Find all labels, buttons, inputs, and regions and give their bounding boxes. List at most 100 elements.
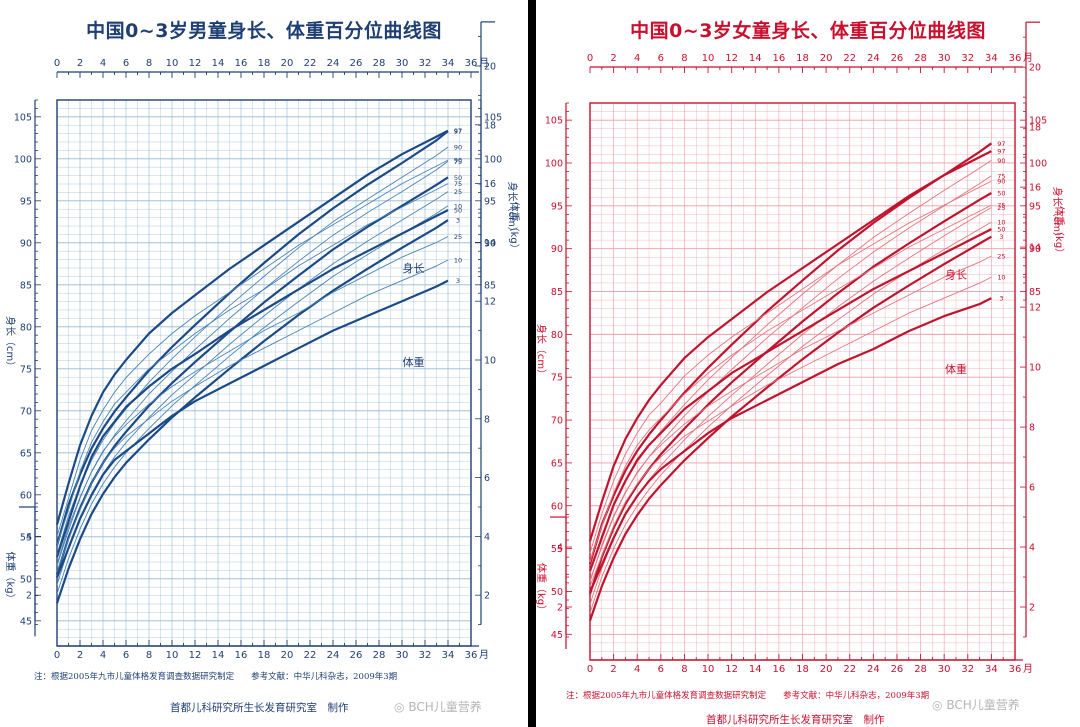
percentile-label-75: 75 bbox=[997, 202, 1005, 210]
right-kg-label: 20 bbox=[1029, 63, 1041, 74]
x-tick-label: 30 bbox=[396, 58, 409, 69]
wechat-icon: ◎ bbox=[394, 700, 405, 714]
weight-curve-p3 bbox=[55, 279, 449, 579]
left-weight-axis-title: 体重（kg） bbox=[4, 551, 17, 603]
x-tick-label: 12 bbox=[189, 58, 202, 69]
weight-curve-p75 bbox=[589, 204, 992, 563]
left-cm-label: 85 bbox=[20, 280, 32, 291]
x-tick-label: 30 bbox=[938, 53, 951, 64]
weight-curve-label: 体重 bbox=[403, 355, 425, 369]
percentile-label-90: 90 bbox=[454, 144, 462, 152]
right-cm-label: 95 bbox=[484, 196, 496, 207]
weight-curve-p90 bbox=[56, 159, 449, 537]
x-tick-label: 24 bbox=[867, 53, 880, 64]
weight-curve-p25 bbox=[589, 255, 992, 581]
x-tick-label: 26 bbox=[891, 664, 904, 675]
x-tick-label: 6 bbox=[123, 58, 129, 69]
right-kg-label: 8 bbox=[1029, 423, 1035, 434]
length-curve-p50 bbox=[588, 192, 992, 595]
left-cm-label: 60 bbox=[551, 501, 563, 512]
right-kg-label: 6 bbox=[484, 473, 490, 484]
x-tick-label: 4 bbox=[634, 53, 640, 64]
x-tick-label: 2 bbox=[610, 53, 616, 64]
percentile-label-90: 90 bbox=[997, 178, 1005, 186]
left-cm-label: 90 bbox=[551, 244, 563, 255]
percentile-label-3: 3 bbox=[456, 217, 460, 225]
x-tick-label: 10 bbox=[166, 58, 179, 69]
chart-title-boy: 中国0~3岁男童身长、体重百分位曲线图 bbox=[86, 20, 442, 42]
percentile-label-97: 97 bbox=[997, 148, 1005, 156]
percentile-label-25: 25 bbox=[454, 233, 462, 241]
x-tick-label: 16 bbox=[773, 53, 786, 64]
grid bbox=[57, 99, 471, 647]
x-tick-label: 2 bbox=[610, 664, 616, 675]
x-tick-label: 12 bbox=[189, 650, 202, 661]
x-tick-label: 8 bbox=[681, 664, 687, 675]
weight-curve-p50 bbox=[55, 209, 449, 558]
percentile-label-97: 97 bbox=[454, 128, 462, 136]
left-weight-axis-title: 体重（kg） bbox=[535, 563, 548, 615]
boy-growth-chart-panel: 中国0~3岁男童身长、体重百分位曲线图 0 2 4 6 8 10 12 14 16 18 20 22 2… bbox=[0, 0, 528, 727]
left-cm-label: 75 bbox=[20, 364, 32, 375]
x-tick-label: 14 bbox=[212, 650, 225, 661]
left-cm-label: 65 bbox=[551, 458, 563, 469]
girl-growth-chart-panel: 中国0~3岁女童身长、体重百分位曲线图 0 2 4 6 8 10 12 14 16 18 20 22 2… bbox=[535, 0, 1080, 727]
x-tick-label: 26 bbox=[891, 53, 904, 64]
x-tick-label: 6 bbox=[658, 664, 664, 675]
percentile-label-97: 97 bbox=[997, 140, 1005, 148]
x-tick-label: 12 bbox=[725, 664, 738, 675]
percentile-label-10: 10 bbox=[454, 202, 462, 210]
percentile-label-3: 3 bbox=[456, 277, 460, 285]
left-cm-label: 45 bbox=[551, 630, 563, 641]
x-tick-label: 10 bbox=[702, 664, 715, 675]
x-tick-label: 32 bbox=[961, 53, 974, 64]
right-cm-label: 90 bbox=[1029, 244, 1041, 255]
right-kg-label: 6 bbox=[1029, 483, 1035, 494]
x-tick-label: 28 bbox=[373, 58, 386, 69]
length-curve-p97 bbox=[588, 142, 993, 565]
x-tick-label: 0 bbox=[54, 650, 60, 661]
right-kg-label: 12 bbox=[484, 297, 496, 308]
weight-curve-p50 bbox=[588, 228, 992, 572]
weight-curve-p3 bbox=[588, 297, 992, 593]
percentile-label-50: 50 bbox=[454, 207, 462, 215]
x-tick-label: 2 bbox=[77, 58, 83, 69]
right-cm-label: 100 bbox=[1029, 158, 1047, 169]
left-cm-label: 70 bbox=[20, 406, 32, 417]
footnote-girl: 注：根据2005年九市儿童体格发育调查数据研究制定 参考文献：中华儿科杂志，20… bbox=[566, 691, 930, 701]
x-tick-label: 6 bbox=[658, 53, 664, 64]
weight-curve-label: 体重 bbox=[945, 362, 967, 376]
right-length-axis-title: 身长（cm） bbox=[1051, 187, 1064, 242]
wechat-icon: ◎ bbox=[932, 698, 943, 712]
x-tick-label: 16 bbox=[773, 664, 786, 675]
watermark-boy: ◎ BCH儿童营养 bbox=[394, 698, 482, 715]
panel-divider bbox=[528, 0, 536, 727]
right-kg-label: 4 bbox=[484, 532, 490, 543]
percentile-label-25: 25 bbox=[997, 204, 1005, 212]
right-kg-label: 8 bbox=[484, 414, 490, 425]
percentile-label-75: 75 bbox=[454, 158, 462, 166]
x-tick-label: 26 bbox=[350, 58, 363, 69]
percentile-label-90: 90 bbox=[454, 157, 462, 165]
right-cm-label: 105 bbox=[484, 112, 502, 123]
x-tick-label: 14 bbox=[749, 664, 762, 675]
left-cm-label: 90 bbox=[20, 238, 32, 249]
x-tick-label: 14 bbox=[749, 53, 762, 64]
weight-curve-p10 bbox=[56, 259, 449, 572]
x-tick-label: 18 bbox=[796, 53, 809, 64]
right-weight-axis-title: 体重（kg） bbox=[508, 202, 521, 254]
left-cm-label: 75 bbox=[551, 373, 563, 384]
percentile-label-25: 25 bbox=[997, 253, 1005, 261]
x-tick-label: 0 bbox=[587, 664, 593, 675]
x-tick-label: 28 bbox=[914, 664, 927, 675]
left-cm-label: 80 bbox=[551, 330, 563, 341]
x-tick-label: 36 bbox=[1009, 53, 1022, 64]
left-kg-label: 2 bbox=[557, 603, 563, 614]
x-tick-label: 12 bbox=[725, 53, 738, 64]
x-tick-label: 32 bbox=[419, 650, 432, 661]
x-tick-label: 16 bbox=[235, 650, 248, 661]
x-tick-label: 24 bbox=[327, 650, 340, 661]
x-tick-label: 22 bbox=[843, 664, 856, 675]
percentile-label-3: 3 bbox=[999, 233, 1003, 241]
percentile-label-10: 10 bbox=[997, 219, 1005, 227]
